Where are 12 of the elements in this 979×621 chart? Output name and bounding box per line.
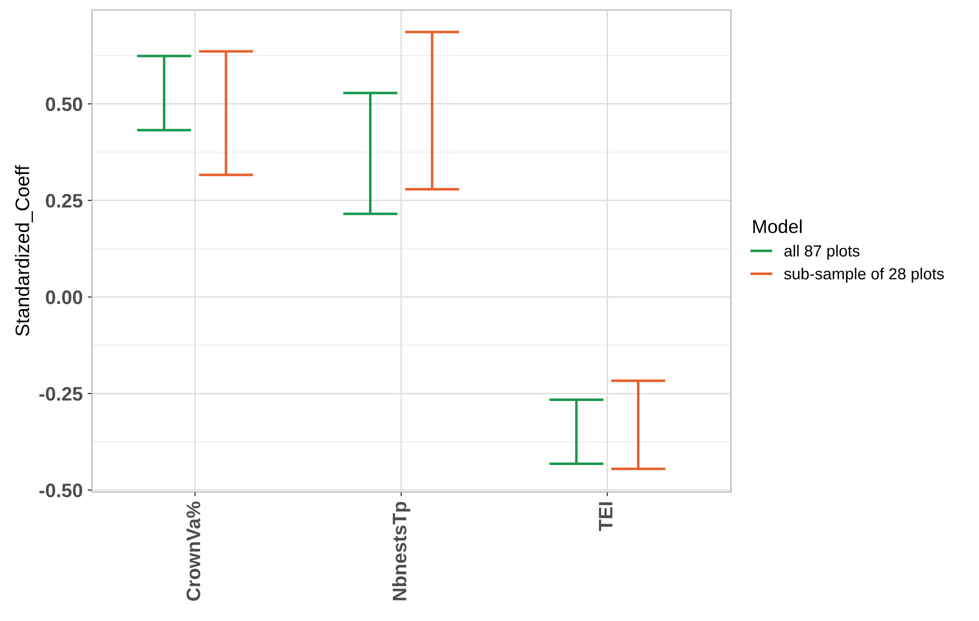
- x-tick-label: TEI: [598, 502, 612, 532]
- y-tick-label: 0.25: [46, 194, 82, 208]
- legend-title: Model: [753, 219, 802, 234]
- y-tick-label: 0.00: [46, 290, 82, 304]
- legend-label: all 87 plots: [784, 244, 860, 260]
- y-tick-label: 0.50: [46, 97, 82, 112]
- y-tick-label: -0.25: [39, 386, 82, 401]
- x-tick-label: NbnestsTp: [392, 502, 410, 600]
- legend-label: sub-sample of 28 plots: [784, 268, 944, 283]
- y-axis-title: Standardized_Coeff: [14, 165, 33, 336]
- y-tick-label: -0.50: [39, 484, 82, 498]
- x-tick-label: CrownVa%: [186, 502, 200, 601]
